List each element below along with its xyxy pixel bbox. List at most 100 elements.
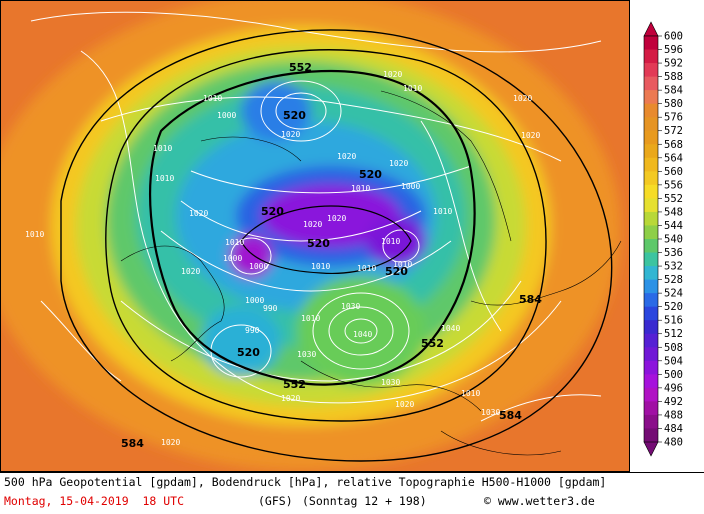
height-contour-label: 520: [307, 237, 330, 250]
legend-swatch: [644, 211, 658, 226]
isobar-label: 1010: [381, 237, 400, 246]
legend-swatch: [644, 387, 658, 402]
isobar-label: 1020: [383, 70, 402, 79]
legend-value-label: 572: [664, 125, 683, 137]
legend-value-label: 600: [664, 31, 683, 43]
legend-value-label: 488: [664, 409, 683, 421]
legend-value-label: 508: [664, 342, 683, 354]
isobar-labels: 1010102010009901030104010101020100010101…: [25, 70, 540, 447]
height-contour-label: 584: [499, 409, 522, 422]
isobar-label: 1030: [481, 408, 500, 417]
legend-value-label: 504: [664, 355, 683, 367]
weather-map: 1010 1020 1000 990 1030 1040 1010 1020 1000 1010 1…: [0, 0, 630, 472]
height-labels: 552 520 520 520 520 520 520 552 552 584 584 584: [121, 61, 542, 450]
isobar-label: 1020: [161, 438, 180, 447]
legend-value-label: 520: [664, 301, 683, 313]
isobar-label: 1010: [311, 262, 330, 271]
isobar-label: 1040: [353, 330, 372, 339]
legend-swatch: [644, 184, 658, 199]
valid-date: Montag, 15-04-2019 18 UTC: [4, 494, 185, 508]
height-contour-label: 520: [237, 346, 260, 359]
isobar-label: 1000: [245, 296, 264, 305]
isobar-label: 1020: [303, 220, 322, 229]
isobar-label: 1020: [513, 94, 532, 103]
legend-value-label: 580: [664, 98, 683, 110]
isobar-label: 1010: [155, 174, 174, 183]
footer: 500 hPa Geopotential [gpdam], Bodendruck…: [0, 472, 704, 514]
legend-arrow-top: [643, 21, 659, 37]
legend-value-label: 484: [664, 423, 683, 435]
legend-value-label: 564: [664, 152, 683, 164]
legend-swatch: [644, 414, 658, 429]
legend-value-label: 540: [664, 234, 683, 246]
legend-value-label: 532: [664, 261, 683, 273]
legend-value-label: 480: [664, 437, 683, 449]
legend-swatch: [644, 76, 658, 91]
legend-swatch: [644, 144, 658, 159]
legend-swatch: [644, 103, 658, 118]
isobar-label: 1020: [189, 209, 208, 218]
isobar-label: 1000: [249, 262, 268, 271]
legend-swatch: [644, 428, 658, 443]
height-contour-label: 552: [289, 61, 312, 74]
legend-value-label: 596: [664, 44, 683, 56]
height-contour-label: 520: [261, 205, 284, 218]
legend-swatch: [644, 279, 658, 294]
isobar-label: 1020: [389, 159, 408, 168]
isobar-label: 1030: [381, 378, 400, 387]
isobar-label: 1010: [393, 260, 412, 269]
legend-value-label: 516: [664, 315, 683, 327]
legend-value-label: 576: [664, 112, 683, 124]
legend-swatch: [644, 306, 658, 321]
legend-swatch: [644, 63, 658, 78]
isobar-label: 1030: [297, 350, 316, 359]
height-contour-label: 520: [385, 265, 408, 278]
legend-swatch: [644, 171, 658, 186]
legend-value-label: 560: [664, 166, 683, 178]
isobar-label: 1020: [281, 394, 300, 403]
legend-swatch: [644, 374, 658, 389]
legend-swatch: [644, 401, 658, 416]
isobar-label: 1010: [461, 389, 480, 398]
legend-swatch: [644, 360, 658, 375]
forecast-run: (Sonntag 12 + 198): [302, 494, 427, 508]
legend-arrow-bottom: [643, 441, 659, 457]
isobar-label: 1010: [433, 207, 452, 216]
isobar-label: 1000: [401, 182, 420, 191]
legend-swatch: [644, 239, 658, 254]
height-contour-label: 520: [359, 168, 382, 181]
map-canvas: 1010102010009901030104010101020100010101…: [1, 1, 629, 471]
isobar-label: 1010: [403, 84, 422, 93]
legend-swatch: [644, 130, 658, 145]
legend-value-label: 544: [664, 220, 683, 232]
legend-value-label: 492: [664, 396, 683, 408]
legend-value-label: 512: [664, 328, 683, 340]
height-contour-label: 552: [283, 378, 306, 391]
isobar-label: 1010: [351, 184, 370, 193]
isobar-label: 1010: [301, 314, 320, 323]
legend-value-label: 528: [664, 274, 683, 286]
legend-value-label: 588: [664, 71, 683, 83]
isobar-label: 990: [263, 304, 278, 313]
legend-swatch: [644, 320, 658, 335]
height-contour-label: 520: [283, 109, 306, 122]
map-description: 500 hPa Geopotential [gpdam], Bodendruck…: [4, 475, 607, 489]
legend-swatch: [644, 293, 658, 308]
legend-value-label: 584: [664, 85, 683, 97]
legend-value-label: 524: [664, 288, 683, 300]
isobar-label: 1010: [225, 238, 244, 247]
model-name: (GFS): [258, 494, 293, 508]
geopotential-contours: [60, 29, 613, 462]
isobar-label: 1010: [203, 94, 222, 103]
isobar-label: 1010: [25, 230, 44, 239]
legend-value-label: 568: [664, 139, 683, 151]
copyright-link[interactable]: © www.wetter3.de: [484, 494, 595, 508]
legend-swatch: [644, 157, 658, 172]
isobar-label: 990: [245, 326, 260, 335]
legend-colorbar: 6005965925885845805765725685645605565525…: [643, 21, 683, 457]
legend-swatch: [644, 49, 658, 64]
legend-value-label: 548: [664, 206, 683, 218]
isobar-label: 1020: [395, 400, 414, 409]
isobar-label: 1020: [337, 152, 356, 161]
isobar-label: 1020: [327, 214, 346, 223]
